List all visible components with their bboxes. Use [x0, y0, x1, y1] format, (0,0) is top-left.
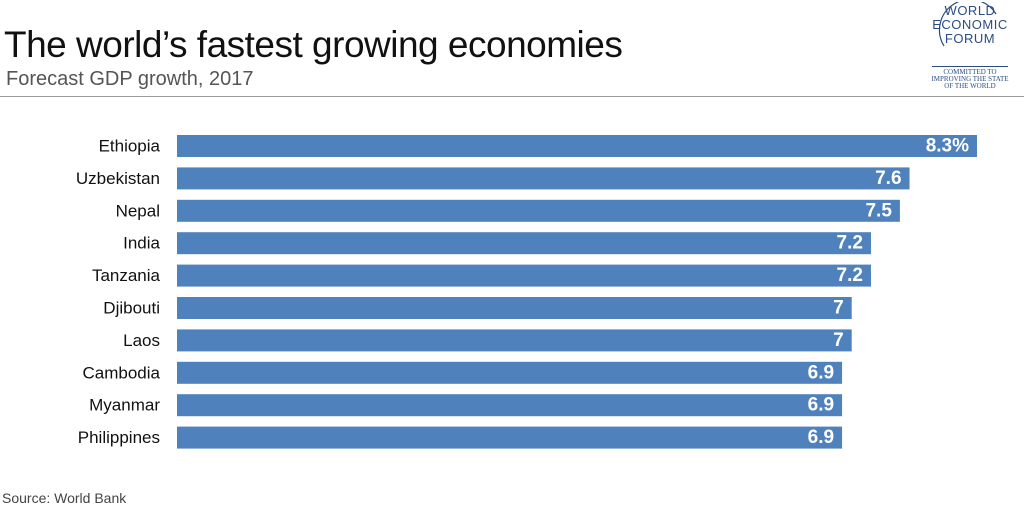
value-label: 7: [833, 330, 844, 351]
category-label: Philippines: [78, 428, 160, 447]
chart-subtitle: Forecast GDP growth, 2017: [6, 68, 254, 90]
logo-tagline-1: COMMITTED TO: [943, 68, 997, 76]
category-label: Djibouti: [103, 299, 160, 318]
value-label: 6.9: [808, 395, 834, 416]
category-label: Tanzania: [92, 266, 161, 285]
bar: [177, 361, 843, 384]
header-divider: [0, 96, 1024, 97]
logo-tagline: COMMITTED TO IMPROVING THE STATE OF THE …: [920, 69, 1020, 90]
value-label: 7: [833, 298, 844, 319]
category-label: Cambodia: [83, 363, 161, 382]
logo-arc-icon: [938, 2, 997, 47]
value-label: 7.2: [837, 233, 863, 254]
bar: [177, 264, 871, 287]
logo-separator: [932, 66, 1008, 67]
category-label: Uzbekistan: [76, 169, 160, 188]
value-label: 6.9: [808, 427, 834, 448]
bar: [177, 297, 852, 319]
category-label: India: [123, 234, 160, 253]
value-label: 6.9: [808, 362, 834, 383]
bar: [177, 394, 843, 417]
category-label: Ethiopia: [99, 137, 161, 156]
logo-line-3: FORUM: [944, 31, 996, 46]
bar: [177, 329, 852, 352]
chart-title: The world’s fastest growing economies: [4, 24, 623, 65]
logo-tagline-3: OF THE WORLD: [944, 82, 996, 90]
category-label: Laos: [123, 331, 160, 350]
source-note: Source: World Bank: [2, 490, 127, 506]
logo-line-1: WORLD: [944, 3, 996, 18]
bar: [177, 135, 977, 157]
value-label: 7.5: [865, 200, 892, 221]
bar: [177, 426, 843, 449]
bar: [177, 199, 900, 222]
logo-line-2: ECONOMIC: [932, 17, 1008, 32]
value-label: 7.2: [837, 265, 863, 286]
world-economic-forum-logo: WORLD ECONOMIC FORUM COMMITTED TO IMPROV…: [920, 2, 1020, 94]
bar-chart: Ethiopia 8.3% Uzbekistan 7.6 Nepal 7.5 India 7.…: [76, 135, 977, 449]
bar: [177, 167, 910, 190]
category-label: Nepal: [116, 201, 160, 220]
bar: [177, 232, 871, 255]
value-label: 8.3%: [926, 136, 969, 157]
value-label: 7.6: [875, 168, 901, 189]
logo-tagline-2: IMPROVING THE STATE: [931, 75, 1009, 83]
category-label: Myanmar: [89, 396, 160, 415]
